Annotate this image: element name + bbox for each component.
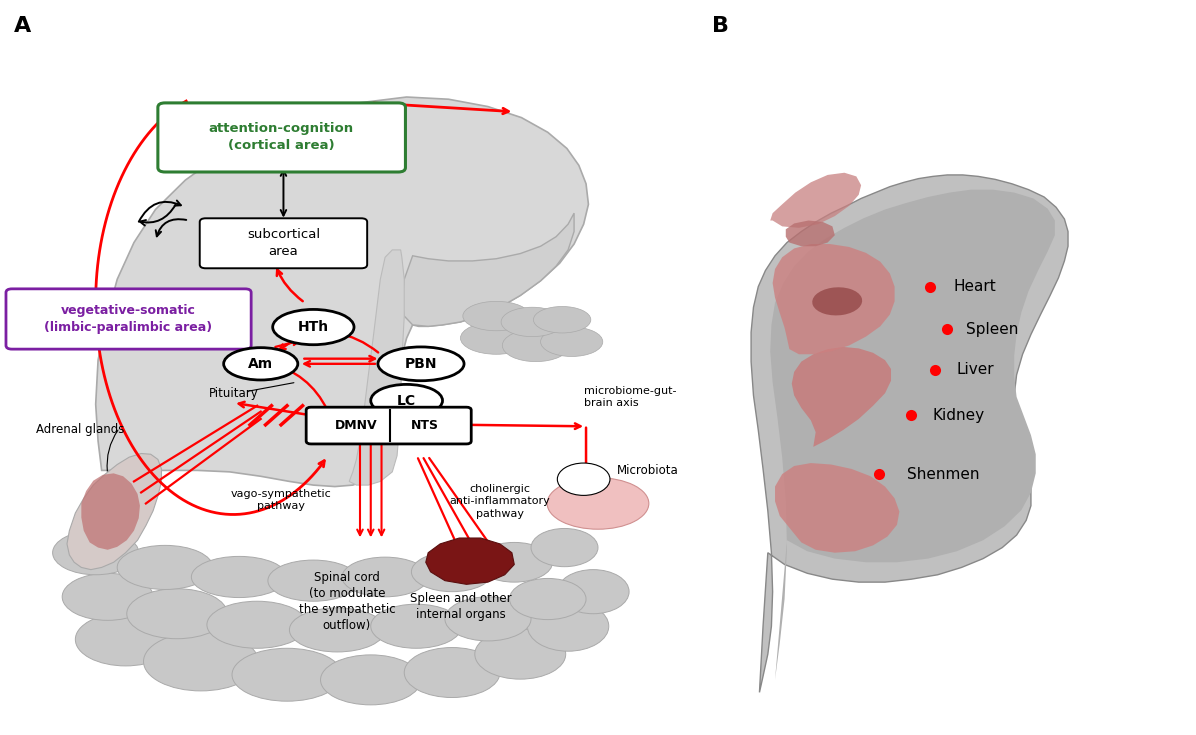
- Ellipse shape: [475, 629, 566, 679]
- Ellipse shape: [371, 384, 443, 417]
- Text: NTS: NTS: [410, 419, 439, 432]
- Ellipse shape: [127, 589, 227, 639]
- Ellipse shape: [404, 648, 500, 698]
- Ellipse shape: [289, 608, 385, 652]
- Text: Heart: Heart: [953, 279, 996, 294]
- Ellipse shape: [232, 648, 342, 701]
- Text: HTh: HTh: [298, 320, 329, 334]
- Text: LC: LC: [397, 393, 416, 408]
- Text: attention-cognition
(cortical area): attention-cognition (cortical area): [208, 123, 354, 152]
- Text: Pituitary: Pituitary: [209, 387, 260, 400]
- FancyBboxPatch shape: [6, 289, 251, 349]
- Ellipse shape: [191, 556, 287, 598]
- Ellipse shape: [547, 478, 648, 529]
- FancyBboxPatch shape: [306, 407, 471, 444]
- Circle shape: [557, 463, 610, 495]
- Polygon shape: [81, 473, 140, 550]
- Text: Spinal cord
(to modulate
the sympathetic
outflow): Spinal cord (to modulate the sympathetic…: [299, 571, 395, 631]
- Text: Shenmen: Shenmen: [907, 467, 980, 481]
- Polygon shape: [792, 347, 891, 447]
- Ellipse shape: [342, 557, 428, 597]
- Ellipse shape: [533, 306, 591, 333]
- Text: subcortical
area: subcortical area: [246, 229, 321, 258]
- Ellipse shape: [411, 552, 493, 592]
- Ellipse shape: [509, 578, 586, 620]
- Polygon shape: [773, 244, 895, 354]
- Text: vegetative-somatic
(limbic-paralimbic area): vegetative-somatic (limbic-paralimbic ar…: [44, 304, 212, 334]
- Text: Adrenal glands: Adrenal glands: [36, 423, 124, 436]
- Ellipse shape: [378, 347, 464, 381]
- Ellipse shape: [144, 632, 258, 691]
- Ellipse shape: [445, 597, 531, 641]
- Ellipse shape: [460, 322, 532, 354]
- Polygon shape: [426, 538, 514, 584]
- Text: Spleen: Spleen: [966, 322, 1019, 337]
- Ellipse shape: [53, 531, 139, 575]
- Ellipse shape: [501, 307, 563, 337]
- Text: cholinergic
anti-inflammatory
pathway: cholinergic anti-inflammatory pathway: [450, 484, 550, 519]
- Text: Liver: Liver: [957, 362, 994, 377]
- Polygon shape: [786, 220, 835, 246]
- Ellipse shape: [117, 545, 213, 589]
- Polygon shape: [67, 453, 161, 570]
- Ellipse shape: [268, 560, 359, 601]
- Ellipse shape: [476, 542, 553, 582]
- Text: A: A: [14, 16, 31, 36]
- Ellipse shape: [273, 309, 354, 345]
- Ellipse shape: [207, 601, 307, 648]
- Ellipse shape: [75, 613, 176, 666]
- Polygon shape: [770, 173, 861, 228]
- Ellipse shape: [541, 327, 603, 356]
- Text: DMNV: DMNV: [335, 419, 378, 432]
- Ellipse shape: [371, 604, 462, 648]
- Ellipse shape: [62, 573, 153, 620]
- Polygon shape: [402, 213, 574, 326]
- Text: Am: Am: [248, 356, 274, 371]
- Polygon shape: [96, 97, 588, 487]
- FancyBboxPatch shape: [158, 103, 405, 172]
- Polygon shape: [349, 250, 404, 485]
- Ellipse shape: [531, 528, 598, 567]
- Text: vago-sympathetic
pathway: vago-sympathetic pathway: [231, 489, 331, 511]
- Text: Spleen and other
internal organs: Spleen and other internal organs: [410, 592, 511, 621]
- Ellipse shape: [557, 570, 629, 614]
- Text: B: B: [712, 16, 728, 36]
- Text: Microbiota: Microbiota: [617, 464, 679, 477]
- Polygon shape: [775, 463, 899, 553]
- Ellipse shape: [224, 348, 298, 380]
- Polygon shape: [751, 175, 1068, 692]
- Ellipse shape: [527, 601, 609, 651]
- Ellipse shape: [463, 301, 530, 331]
- Polygon shape: [770, 190, 1055, 680]
- Ellipse shape: [812, 287, 862, 315]
- FancyBboxPatch shape: [200, 218, 367, 268]
- Ellipse shape: [321, 655, 421, 705]
- Text: Kidney: Kidney: [933, 408, 986, 423]
- Ellipse shape: [502, 329, 569, 362]
- Text: microbiome-gut-
brain axis: microbiome-gut- brain axis: [584, 386, 676, 408]
- Text: PBN: PBN: [404, 356, 438, 371]
